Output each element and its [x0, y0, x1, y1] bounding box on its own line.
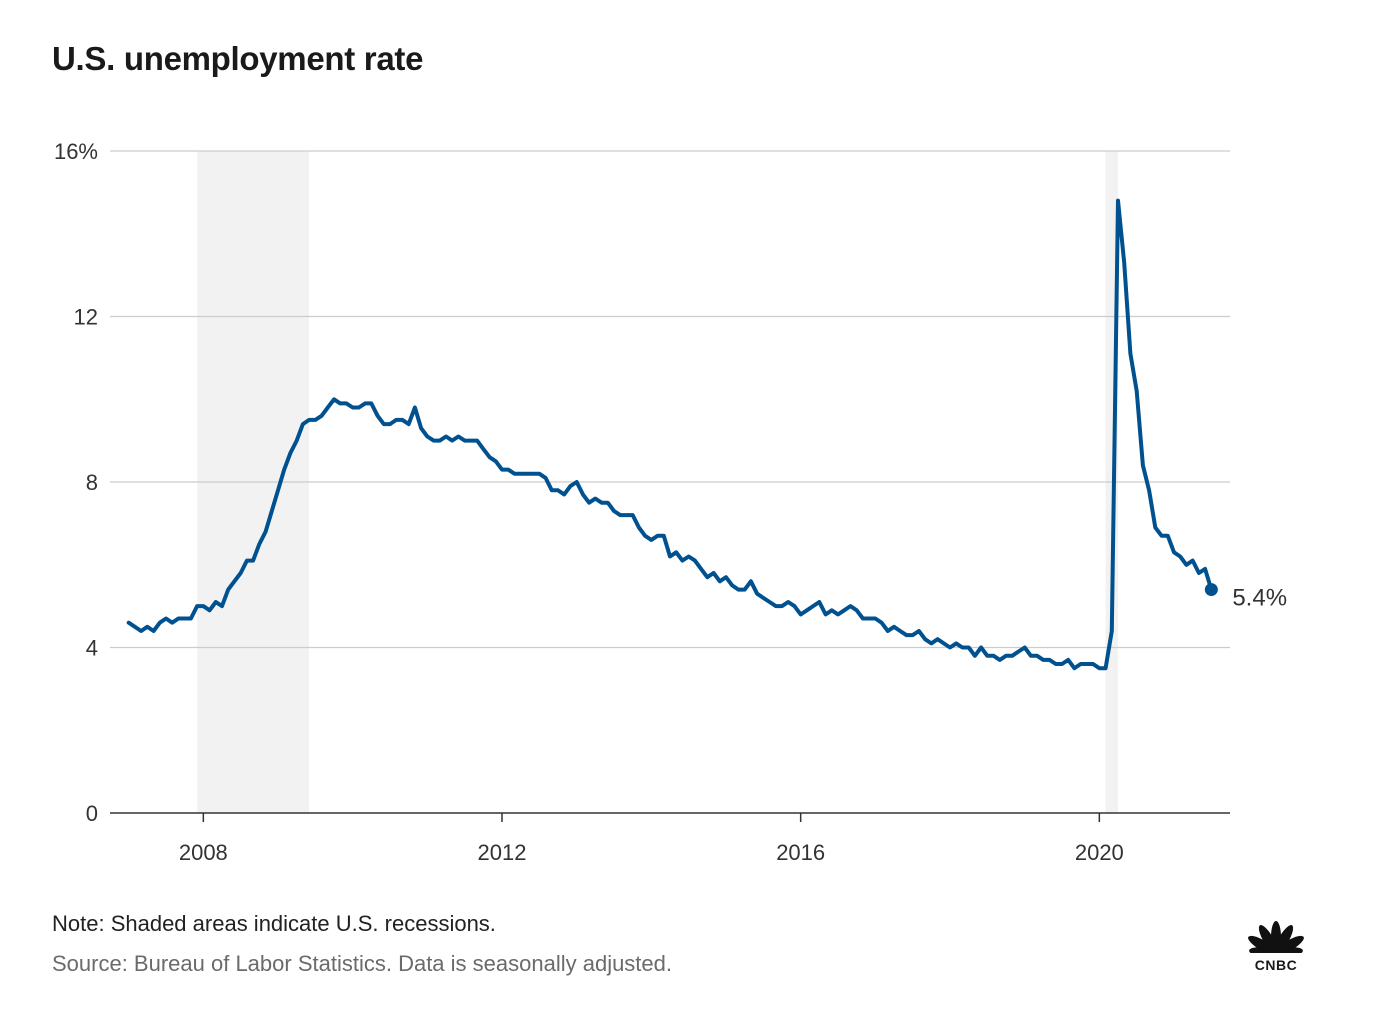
brand-wordmark: CNBC — [1254, 957, 1298, 973]
chart-title: U.S. unemployment rate — [52, 40, 424, 77]
unemployment-rate-line — [126, 198, 1214, 671]
y-tick-label: 12 — [74, 305, 98, 330]
chart-note: Note: Shaded areas indicate U.S. recessi… — [52, 911, 496, 936]
x-tick-label: 2016 — [776, 840, 825, 865]
y-tick-label: 16% — [54, 139, 98, 164]
x-axis-labels: 2008 2012 2016 2020 — [179, 840, 1124, 865]
x-tick-label: 2008 — [179, 840, 228, 865]
series-layer: 5.4% — [126, 198, 1287, 671]
x-tick-label: 2012 — [478, 840, 527, 865]
cnbc-peacock-logo-icon — [1238, 921, 1314, 975]
x-tick-label: 2020 — [1075, 840, 1124, 865]
y-tick-label: 8 — [86, 470, 98, 495]
y-axis-labels: 0 4 8 12 16% — [54, 139, 98, 826]
y-tick-label: 0 — [86, 801, 98, 826]
latest-value-dot — [1204, 583, 1218, 597]
chart-source: Source: Bureau of Labor Statistics. Data… — [52, 951, 673, 976]
y-tick-label: 4 — [86, 636, 98, 661]
latest-value-label: 5.4% — [1232, 585, 1287, 612]
x-axis — [110, 812, 1230, 822]
gridlines — [110, 150, 1230, 649]
